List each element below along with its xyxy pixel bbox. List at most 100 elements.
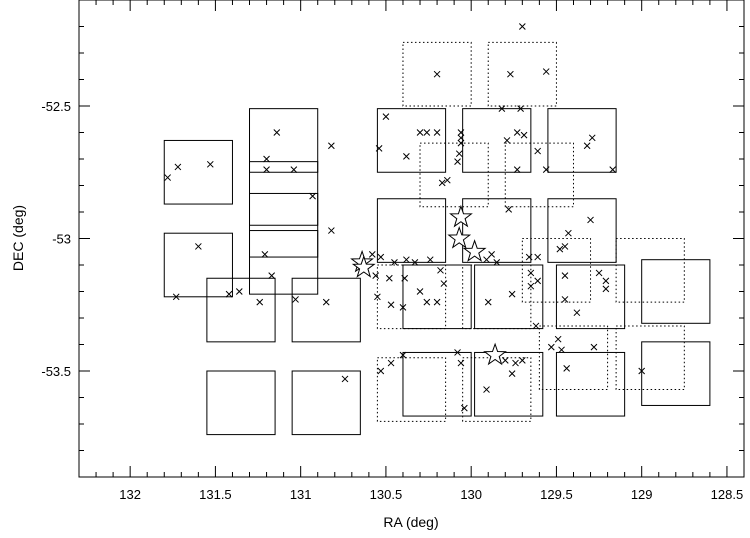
x-marker: [457, 134, 465, 142]
x-marker: [493, 258, 501, 266]
y-tick-label: -53.5: [41, 364, 71, 379]
x-marker: [518, 357, 526, 364]
x-marker: [261, 251, 269, 258]
x-axis-label: RA (deg): [383, 514, 438, 530]
x-marker: [542, 68, 550, 75]
field-box: [641, 259, 711, 324]
star-marker: [351, 255, 376, 278]
x-marker: [534, 253, 542, 261]
field-box-dotted: [376, 357, 447, 422]
x-marker: [437, 266, 444, 274]
x-marker: [377, 367, 385, 375]
field-box-dotted: [376, 264, 447, 330]
x-marker: [588, 134, 596, 142]
x-marker: [455, 150, 463, 158]
y-axis-label: DEC (deg): [10, 205, 26, 271]
x-marker: [403, 256, 410, 264]
x-marker: [595, 269, 603, 277]
field-box: [547, 198, 617, 263]
x-marker: [235, 288, 243, 295]
field-box: [249, 192, 319, 258]
x-marker: [374, 293, 381, 301]
field-box: [402, 264, 472, 330]
field-box-dotted: [538, 325, 609, 391]
x-marker: [583, 142, 591, 150]
x-tick-label: 132: [119, 487, 141, 502]
x-marker: [556, 245, 564, 253]
x-marker: [341, 375, 349, 383]
star-marker: [483, 342, 507, 366]
field-box: [291, 277, 361, 343]
x-marker: [372, 272, 380, 279]
x-marker: [483, 386, 490, 393]
x-marker: [558, 346, 565, 354]
x-marker: [561, 296, 569, 303]
x-marker: [195, 243, 202, 250]
x-marker: [518, 23, 526, 30]
x-marker: [534, 277, 542, 285]
star-marker: [462, 239, 487, 262]
x-marker: [573, 309, 581, 317]
x-marker: [457, 359, 465, 367]
field-box: [474, 264, 544, 330]
field-box: [462, 108, 532, 173]
x-marker: [273, 129, 281, 136]
x-marker: [328, 142, 335, 150]
x-marker: [563, 364, 571, 372]
field-box: [291, 370, 361, 436]
x-marker: [513, 129, 521, 136]
star-marker: [449, 204, 473, 228]
x-marker: [554, 335, 562, 343]
x-tick-label: 131.5: [199, 487, 232, 502]
x-marker: [368, 251, 376, 258]
x-marker: [547, 343, 555, 351]
x-marker: [164, 174, 172, 181]
field-box: [376, 198, 447, 263]
x-marker: [206, 160, 214, 168]
field-box: [474, 351, 544, 417]
field-box-dotted: [521, 238, 592, 303]
x-marker: [172, 293, 180, 301]
x-marker: [433, 298, 441, 306]
x-tick-label: 131: [290, 487, 312, 502]
field-box: [206, 370, 276, 436]
x-marker: [290, 166, 298, 173]
x-marker: [484, 298, 492, 306]
x-marker: [609, 166, 617, 173]
x-marker: [401, 274, 409, 282]
survey-fields: [163, 41, 711, 436]
x-marker: [532, 322, 540, 330]
field-box: [555, 351, 626, 417]
x-marker: [174, 163, 182, 171]
field-box: [163, 232, 233, 298]
x-marker: [508, 370, 516, 378]
x-marker: [508, 290, 516, 298]
field-box-dotted: [504, 142, 574, 208]
field-box-dotted: [419, 142, 489, 208]
x-marker: [309, 192, 316, 200]
y-tick-label: -52.5: [41, 99, 71, 114]
x-tick-label: 130.5: [370, 487, 403, 502]
x-marker: [527, 282, 535, 290]
x-marker: [520, 131, 528, 139]
x-marker: [423, 129, 431, 136]
axis-ticks: 132 131.5 131 130.5 130 129.5 129 128.5 -52.5 -53…: [41, 0, 744, 502]
x-marker: [565, 229, 572, 237]
x-marker: [513, 166, 521, 173]
field-box: [555, 264, 626, 330]
x-marker: [525, 253, 533, 261]
x-marker: [256, 298, 264, 306]
field-box-dotted: [462, 357, 532, 422]
field-box-dotted: [615, 238, 685, 303]
x-marker: [440, 280, 448, 287]
x-marker: [517, 105, 524, 113]
x-marker: [328, 227, 335, 234]
x-marker: [498, 105, 506, 113]
star-marker: [447, 225, 472, 249]
x-marker: [542, 166, 550, 173]
x-marker: [403, 152, 410, 160]
x-marker: [602, 277, 610, 285]
field-box: [249, 230, 319, 295]
x-marker: [587, 216, 594, 224]
